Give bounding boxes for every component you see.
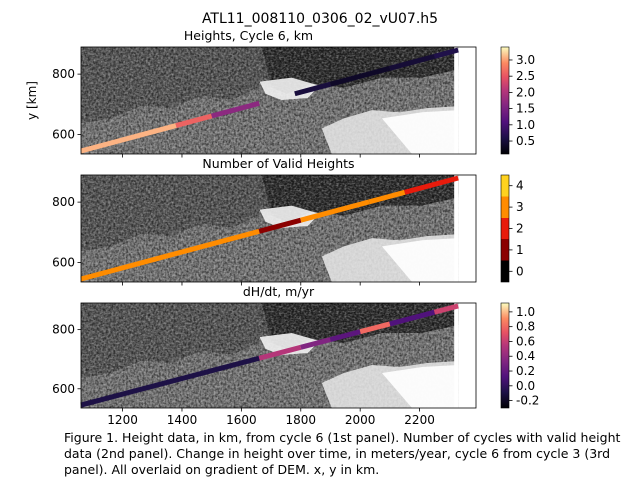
colorbar-tick-label: 2.0 [516, 85, 535, 99]
panel-title: Heights, Cycle 6, km [184, 28, 313, 43]
x-tick-label: 1400 [167, 413, 198, 427]
panel-2: Number of Valid Heights 600 800 0 1 2 3 4 [52, 156, 524, 286]
x-tick-label: 2200 [404, 413, 435, 427]
colorbar-tick-label: 0.5 [516, 134, 535, 148]
colorbar-tick-label: 1.0 [516, 118, 535, 132]
track-segment [329, 329, 361, 342]
colorbar-tick-label: 0.8 [516, 320, 535, 334]
track-segment [258, 217, 302, 234]
colorbar-tick-label: 0.4 [516, 349, 535, 363]
colorbar-tick-label: -0.2 [516, 394, 539, 408]
colorbar-tick-label: 0.6 [516, 334, 535, 348]
y-tick-label: 800 [52, 323, 75, 337]
axes-frame [80, 302, 477, 409]
colorbar [500, 174, 510, 283]
track-segment [300, 199, 370, 223]
track-segment [359, 321, 391, 335]
colorbar-tick-label: 0 [516, 264, 524, 278]
colorbar [500, 302, 510, 409]
track-segment [294, 81, 332, 97]
track-segment [389, 309, 436, 327]
figure-caption: Figure 1. Height data, in km, from cycle… [64, 430, 621, 477]
colorbar-tick-label: 1 [516, 243, 524, 257]
track-segment [258, 344, 302, 361]
x-tick-label: 2000 [345, 413, 376, 427]
track-segment [329, 65, 391, 87]
colorbar-tick-label: 1.0 [516, 305, 535, 319]
y-tick-label: 800 [52, 195, 75, 209]
colorbar-tick-label: 2 [516, 222, 524, 236]
y-tick-label: 600 [52, 127, 75, 141]
track-segment [80, 228, 260, 282]
colorbar-tick-label: 3.0 [516, 53, 535, 67]
y-axis-label: y [km] [25, 81, 39, 120]
y-tick-label: 800 [52, 67, 75, 81]
track-segment [80, 355, 260, 408]
x-tick-label: 1600 [226, 413, 257, 427]
y-tick-label: 600 [52, 255, 75, 269]
track-segment [433, 47, 459, 59]
colorbar-tick-label: 0.0 [516, 379, 535, 393]
figure-suptitle: ATL11_008110_0306_02_vU07.h5 [202, 11, 438, 27]
axes-frame [80, 46, 477, 155]
track-segment [433, 303, 459, 315]
colorbar-tick-label: 4 [516, 179, 524, 193]
x-tick-label: 1800 [286, 413, 317, 427]
track-segment [175, 113, 213, 128]
colorbar-tick-label: 1.5 [516, 102, 535, 116]
y-tick-label: 600 [52, 382, 75, 396]
track-segment [404, 175, 459, 195]
track-segment [368, 189, 406, 205]
colorbar [500, 46, 510, 155]
panel-title: Number of Valid Heights [202, 156, 354, 171]
panel-1: Heights, Cycle 6, km 600 800 y [km] 0.5 1.0 1.… [25, 28, 535, 158]
track-segment [80, 123, 177, 154]
track-segment [389, 53, 436, 71]
track-segment [300, 337, 332, 350]
panel-3: dH/dt, m/yr 1200 1400 1600 1800 2000 2200 600 80… [52, 284, 539, 427]
colorbar-tick-label: 2.5 [516, 69, 535, 83]
axes-frame [80, 174, 477, 283]
colorbar-tick-label: 3 [516, 200, 524, 214]
track-segment [211, 100, 260, 119]
colorbar-tick-label: 0.2 [516, 364, 535, 378]
panel-title: dH/dt, m/yr [243, 284, 315, 299]
x-tick-label: 1200 [107, 413, 138, 427]
